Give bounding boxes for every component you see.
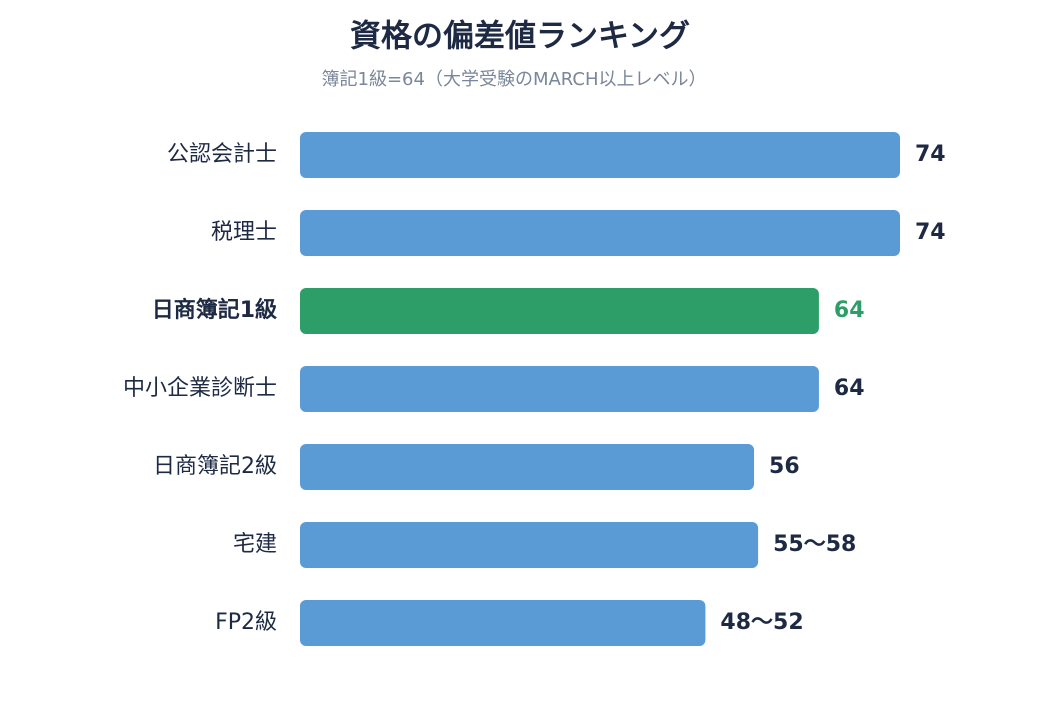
category-label: FP2級 bbox=[215, 610, 277, 635]
bar bbox=[300, 288, 819, 334]
value-label: 74 bbox=[915, 220, 946, 245]
category-label: 中小企業診断士 bbox=[123, 376, 277, 401]
value-label: 64 bbox=[834, 298, 865, 323]
bar bbox=[300, 210, 900, 256]
bar bbox=[300, 444, 755, 490]
value-label: 56 bbox=[769, 454, 800, 479]
category-label: 宅建 bbox=[233, 532, 277, 557]
bar bbox=[300, 522, 759, 568]
category-label: 日商簿記1級 bbox=[152, 297, 277, 323]
value-label: 74 bbox=[915, 142, 946, 167]
category-label: 日商簿記2級 bbox=[153, 454, 277, 479]
bar bbox=[300, 366, 819, 412]
bar bbox=[300, 132, 900, 178]
value-label: 64 bbox=[834, 376, 865, 401]
chart-title: 資格の偏差値ランキング bbox=[350, 19, 690, 55]
value-label: 55〜58 bbox=[773, 532, 856, 557]
chart-subtitle: 簿記1級=64（大学受験のMARCH以上レベル） bbox=[322, 69, 707, 90]
category-label: 税理士 bbox=[211, 220, 277, 245]
value-label: 48〜52 bbox=[720, 610, 803, 635]
category-label: 公認会計士 bbox=[167, 142, 277, 167]
bar bbox=[300, 600, 706, 646]
